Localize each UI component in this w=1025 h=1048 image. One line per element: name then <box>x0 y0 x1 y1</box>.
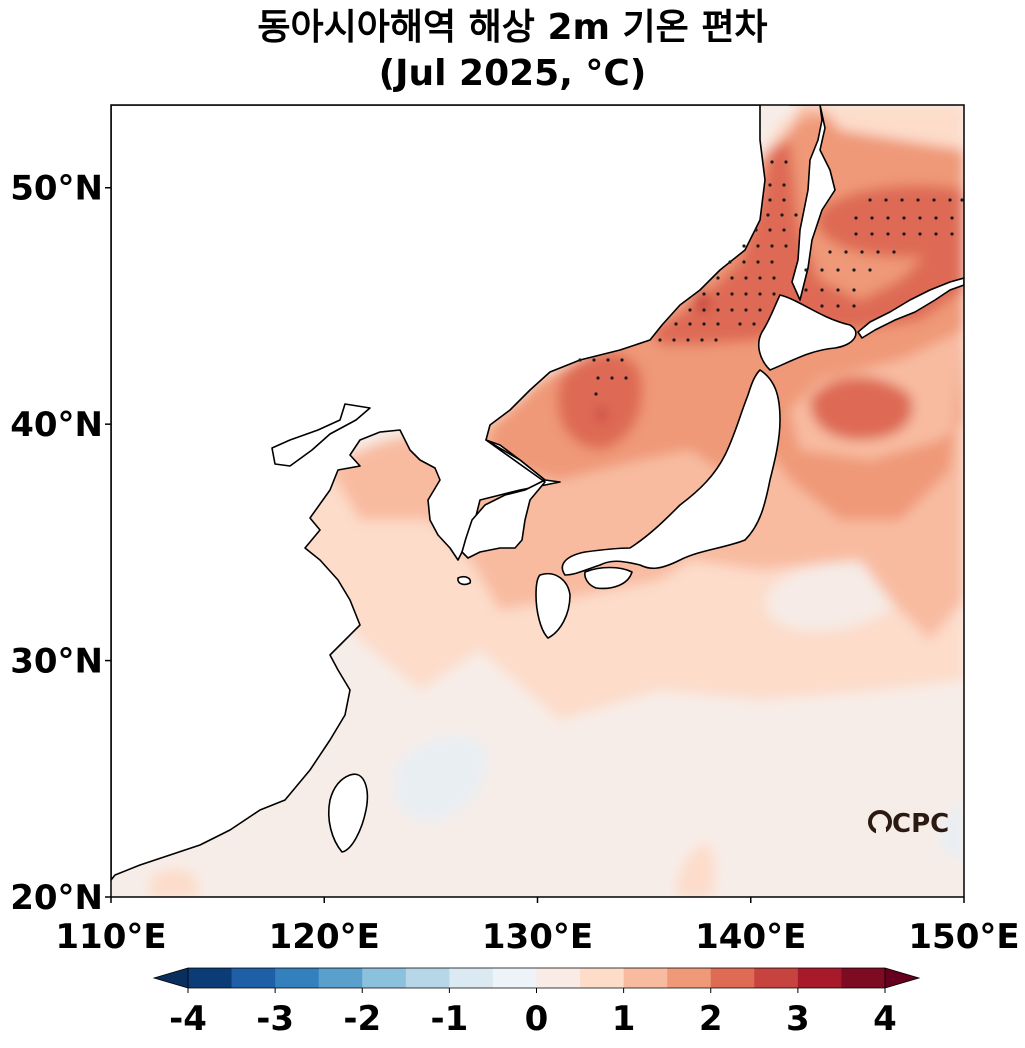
land-shandong-bohai <box>271 403 371 467</box>
stipple-okhotsk <box>804 198 964 308</box>
land-sakhalin <box>789 105 836 301</box>
lon-tick-label: 150°E <box>908 917 1019 957</box>
colorbar-segment <box>231 968 276 988</box>
colorbar-segment <box>580 968 625 988</box>
lon-tick-label: 130°E <box>482 917 593 957</box>
colorbar-tick-label: 4 <box>873 999 897 1039</box>
land-taiwan <box>327 773 369 853</box>
colorbar-segment <box>536 968 581 988</box>
contour-0.5-1-north <box>820 105 964 150</box>
colorbar-tick-label: -4 <box>169 999 207 1039</box>
stipple-tatar <box>658 160 798 342</box>
colorbar-segment <box>188 968 233 988</box>
colorbar-segment <box>318 968 363 988</box>
colorbar-segment <box>449 968 494 988</box>
colorbar-segment <box>841 968 886 988</box>
land-shikoku <box>584 566 633 590</box>
lat-tick-label: 30°N <box>10 642 103 682</box>
stipple-japansea <box>578 358 628 396</box>
contour-2-2.5-eastjp <box>810 376 913 440</box>
land-honshu <box>561 369 781 576</box>
map-title: 동아시아해역 해상 2m 기온 편차 <box>257 7 768 48</box>
contour-2-2.5-okhotsk <box>816 185 964 258</box>
cpc-logo-text: CPC <box>892 809 949 839</box>
colorbar-segment <box>405 968 450 988</box>
lat-tick-label: 40°N <box>10 405 103 445</box>
lon-tick-label: 110°E <box>55 917 166 957</box>
land-jeju <box>457 576 472 586</box>
lat-axis: 20°N 30°N 40°N 50°N <box>10 169 111 918</box>
colorbar-tick-label: -2 <box>343 999 381 1039</box>
colorbar-segment <box>667 968 712 988</box>
map-panel: CPC <box>111 105 964 897</box>
colorbar-under-arrow <box>152 967 189 989</box>
land <box>111 105 964 881</box>
map-subtitle: (Jul 2025, °C) <box>378 53 647 94</box>
land-mainland-asia <box>111 105 766 881</box>
colorbar-tick-label: 2 <box>699 999 723 1039</box>
colorbar-over-arrow <box>884 967 921 989</box>
cpc-logo-notch <box>876 828 886 834</box>
contour-2-2.5-tatar <box>650 140 964 345</box>
colorbar-segment <box>623 968 668 988</box>
colorbar-segment <box>362 968 407 988</box>
colorbar-segment <box>754 968 799 988</box>
colorbar-tick-label: -1 <box>430 999 468 1039</box>
contour-2.5-3-spot1 <box>596 405 607 422</box>
colorbar-tick-label: 3 <box>786 999 810 1039</box>
land-hokkaido <box>758 294 857 371</box>
land-korea <box>461 439 546 559</box>
lon-tick-label: 140°E <box>695 917 806 957</box>
land-kamchatka-coast <box>857 277 964 339</box>
significance-stipple <box>578 160 964 396</box>
contour-neg-southeast <box>939 800 964 860</box>
colorbar-segment <box>275 968 320 988</box>
lon-tick-label: 120°E <box>269 917 380 957</box>
contour-0.5-1-south1 <box>150 869 198 897</box>
contour-0.5-1-south2 <box>675 844 715 897</box>
colorbar-tick-label: 0 <box>525 999 549 1039</box>
contour-2-2.5-japansea <box>557 351 643 450</box>
contour-neg-0.5-0 <box>393 735 488 822</box>
colorbar-segment <box>492 968 537 988</box>
colorbar-tick-label: -3 <box>256 999 294 1039</box>
colorbar-tick-label: 1 <box>612 999 636 1039</box>
lat-tick-label: 20°N <box>10 878 103 918</box>
colorbar: -4 -3 -2 -1 0 1 2 3 4 <box>152 967 921 1039</box>
colorbar-segment <box>797 968 842 988</box>
lon-axis: 110°E 120°E 130°E 140°E 150°E <box>55 897 1020 957</box>
contour-2.5-3-spot2 <box>692 286 710 312</box>
contour-light-east <box>766 562 905 631</box>
colorbar-segment <box>710 968 755 988</box>
land-kyushu <box>535 573 571 639</box>
lat-tick-label: 50°N <box>10 169 103 209</box>
cpc-logo: CPC <box>868 809 949 839</box>
